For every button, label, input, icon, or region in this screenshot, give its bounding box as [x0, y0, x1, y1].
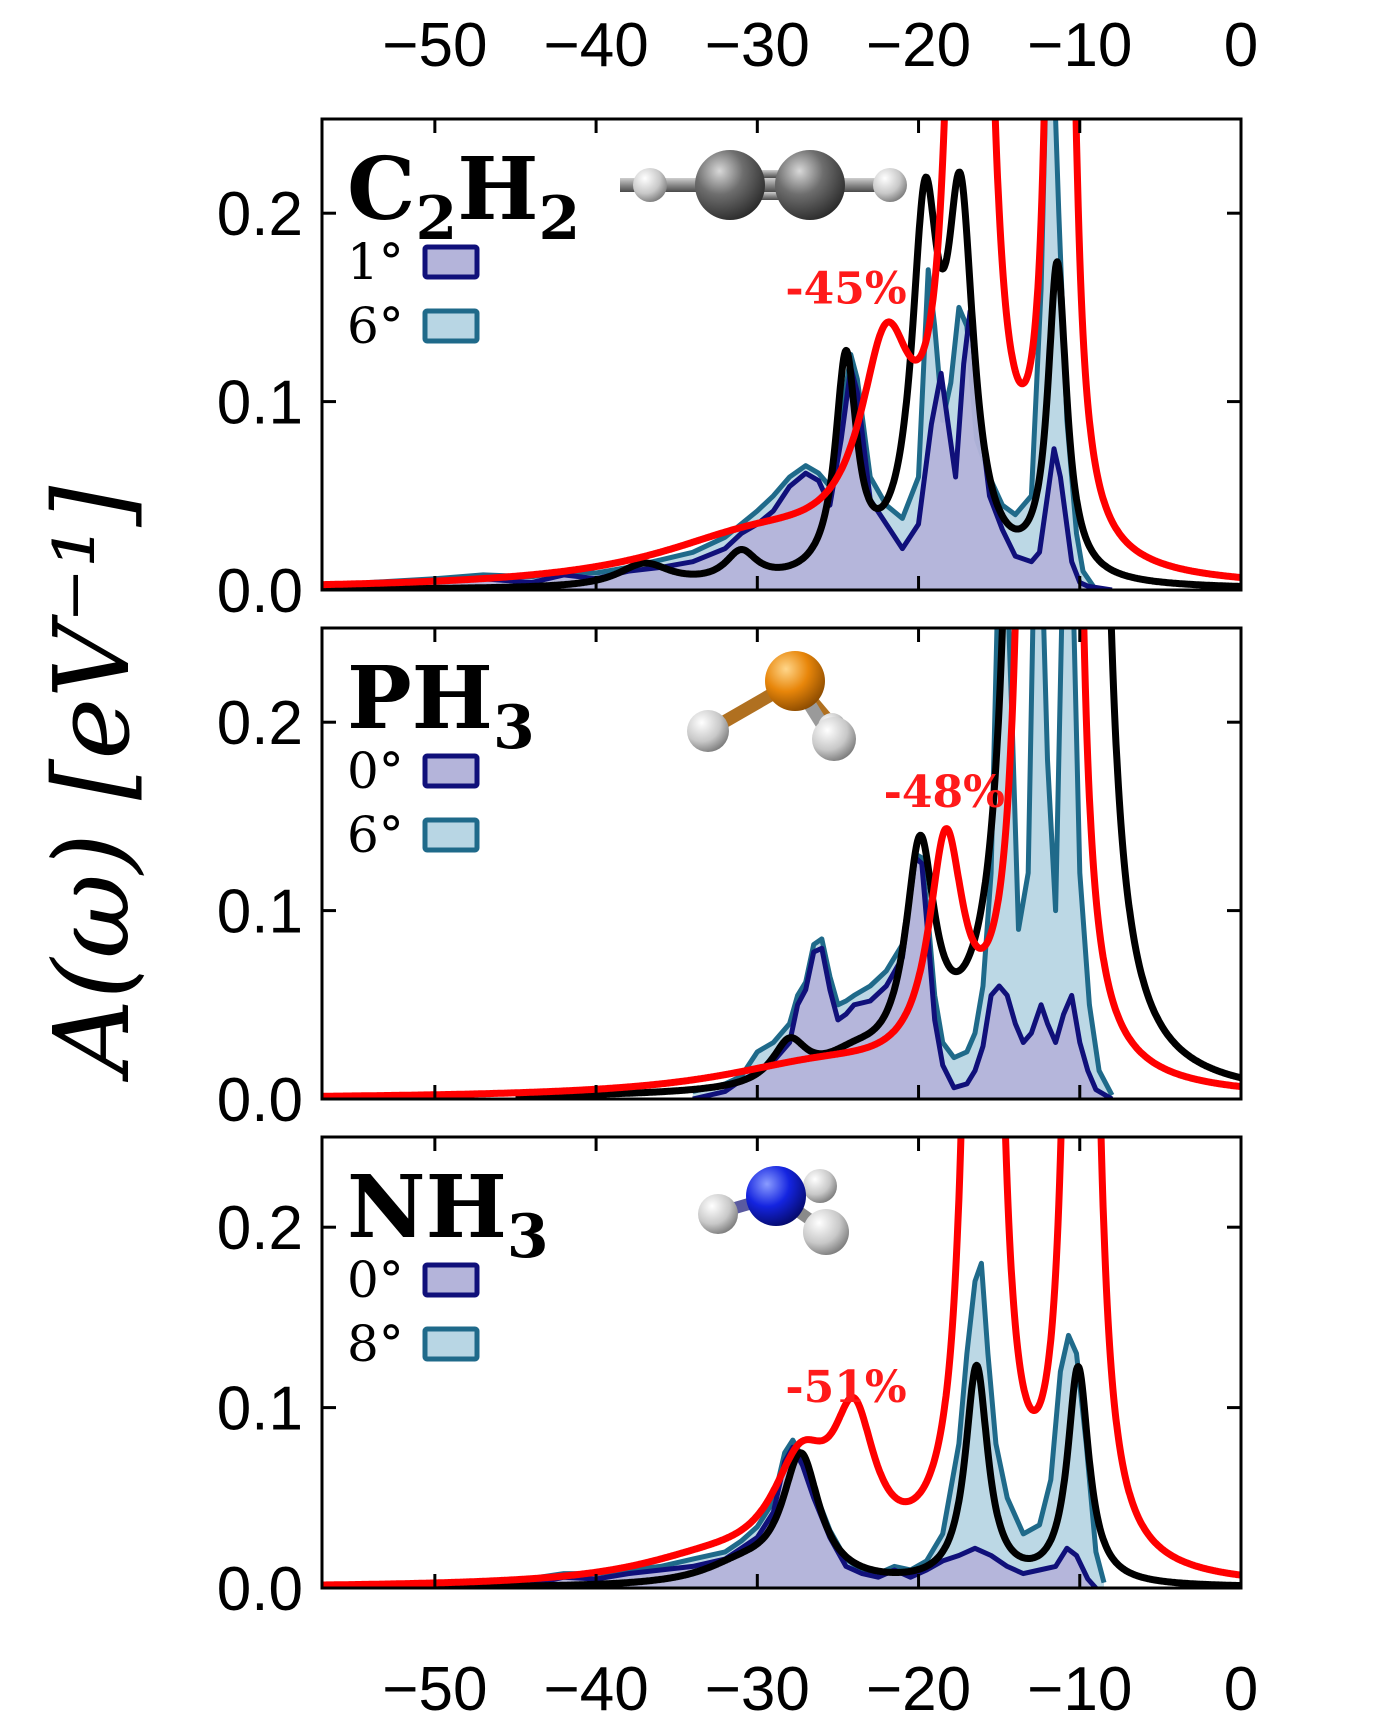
y-tick-label: 0.0 — [217, 1555, 303, 1624]
legend-label: 0° — [347, 1251, 404, 1309]
large-angle-spectrum-fill — [370, 119, 1096, 590]
small-angle-spectrum-line — [514, 1444, 1098, 1588]
y-tick-label: 0.1 — [217, 369, 303, 438]
y-tick-label: 0.0 — [217, 1066, 303, 1135]
y-tick-label: 0.1 — [217, 1375, 303, 1444]
red-spectrum-curve — [322, 628, 1241, 1099]
molecule-formula: PH3 — [347, 648, 535, 763]
percent-annotation: -51% — [785, 1362, 906, 1413]
top-x-tick-label: −10 — [1027, 11, 1132, 80]
plot-area — [322, 119, 1241, 590]
bottom-x-tick-label: −20 — [866, 1655, 971, 1724]
molecule-formula: C2H2 — [347, 139, 580, 254]
top-x-tick-label: −20 — [866, 11, 971, 80]
top-x-tick-label: −40 — [544, 11, 649, 80]
legend-swatch — [422, 817, 480, 853]
y-axis-label: A(ω) [eV⁻¹] — [31, 485, 153, 1082]
top-x-tick-label: 0 — [1224, 11, 1258, 80]
legend-label: 0° — [347, 742, 404, 800]
ammonia-molecule-icon — [698, 1166, 849, 1255]
bottom-x-tick-label: −40 — [544, 1655, 649, 1724]
legend-swatch — [422, 1262, 480, 1298]
legend-label: 6° — [347, 297, 404, 355]
large-angle-spectrum-fill — [692, 628, 1113, 1099]
bottom-x-tick-label: −30 — [705, 1655, 810, 1724]
panel-frame — [320, 626, 1243, 1101]
red-spectrum-curve — [322, 1137, 1241, 1588]
bottom-x-tick-label: −10 — [1027, 1655, 1132, 1724]
legend-swatch — [422, 753, 480, 789]
bottom-x-axis-tick-labels: −50 −40 −30 −20 −10 0 — [382, 1655, 1258, 1724]
bottom-x-tick-label: −50 — [382, 1655, 487, 1724]
legend-label: 8° — [347, 1315, 404, 1373]
percent-annotation: -45% — [785, 264, 906, 315]
panel-frame — [320, 1135, 1243, 1590]
black-spectrum-curve — [512, 628, 1241, 1099]
y-tick-label: 0.1 — [217, 878, 303, 947]
y-tick-label: 0.2 — [217, 180, 303, 249]
y-tick-label: 0.0 — [217, 557, 303, 626]
legend-swatch — [422, 1326, 480, 1362]
bottom-x-tick-label: 0 — [1224, 1655, 1258, 1724]
top-x-tick-label: −30 — [705, 11, 810, 80]
top-x-axis-tick-labels: −50 −40 −30 −20 −10 0 — [382, 11, 1258, 80]
y-tick-label: 0.2 — [217, 1194, 303, 1263]
top-x-tick-label: −50 — [382, 11, 487, 80]
plot-area — [322, 628, 1241, 1099]
acetylene-molecule-icon — [620, 150, 907, 220]
plot-area — [322, 1137, 1241, 1588]
red-spectrum-curve — [322, 119, 1241, 589]
molecule-formula: NH3 — [347, 1157, 549, 1272]
large-angle-spectrum-line — [515, 1260, 1107, 1584]
percent-annotation: -48% — [884, 767, 1005, 818]
black-spectrum-curve — [322, 168, 1241, 590]
small-angle-spectrum-line — [692, 855, 1114, 1099]
small-angle-spectrum-fill — [370, 311, 1113, 590]
legend-label: 1° — [347, 233, 404, 291]
legend-label: 6° — [347, 806, 404, 864]
y-tick-label: 0.2 — [217, 689, 303, 758]
legend-swatch — [422, 244, 480, 280]
phosphine-molecule-icon — [687, 651, 856, 761]
legend-swatch — [422, 308, 480, 344]
small-angle-spectrum-fill — [515, 1447, 1096, 1588]
panel-frame — [320, 117, 1243, 592]
y-axis-label-text: A(ω) [eV⁻¹] — [31, 485, 153, 1082]
